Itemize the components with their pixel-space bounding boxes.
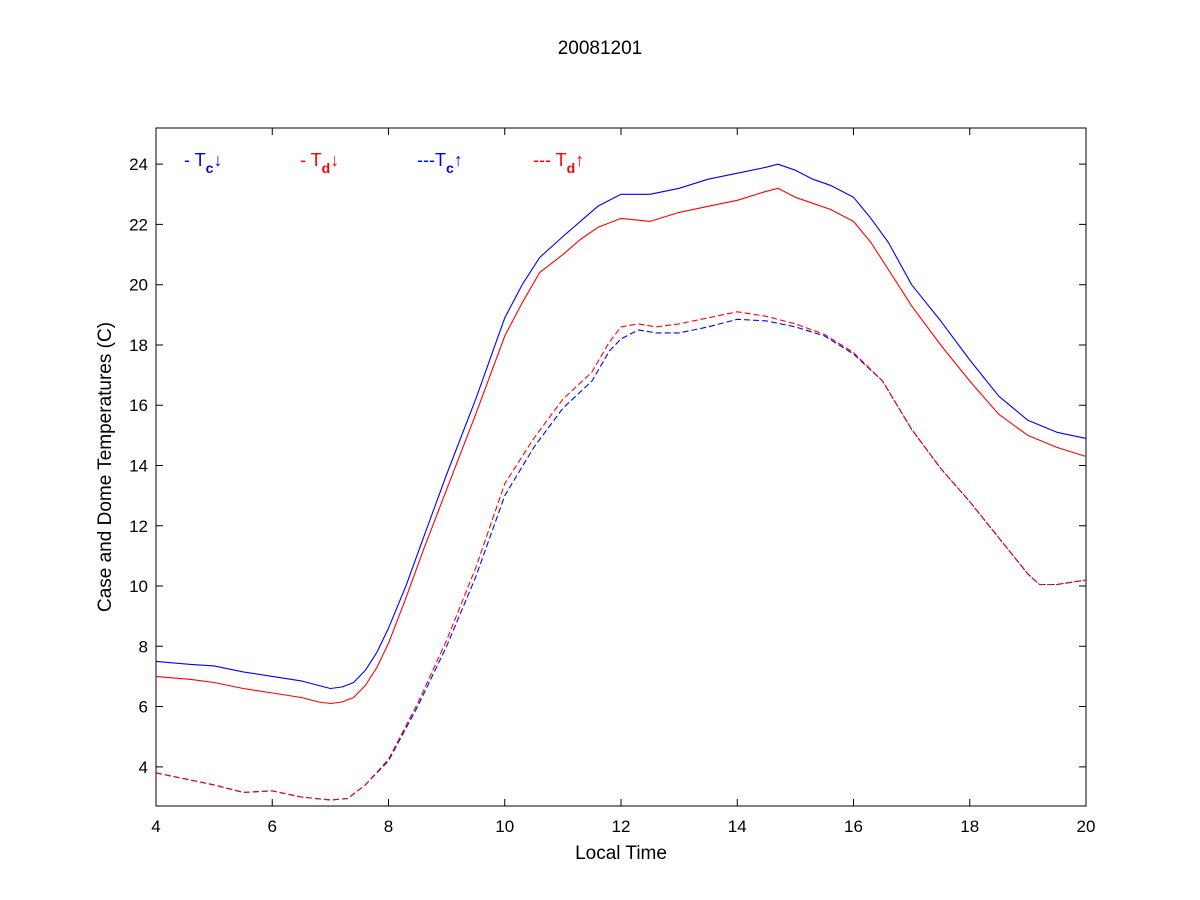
y-tick-label: 6 bbox=[139, 698, 148, 717]
y-tick-label: 8 bbox=[139, 637, 148, 656]
series-line-td-down bbox=[155, 187, 1087, 705]
axes-layer: 4 6 8 10 12 14 16 18 20 4 6 8 10 12 14 16 18 20 22 24 bbox=[129, 128, 1095, 836]
y-tick-label: 22 bbox=[129, 215, 148, 234]
x-tick-label: 20 bbox=[1077, 817, 1096, 836]
x-tick-label: 16 bbox=[844, 817, 863, 836]
x-tick-label: 6 bbox=[268, 817, 277, 836]
chart-title: 20081201 bbox=[558, 38, 643, 59]
x-tick-label: 18 bbox=[960, 817, 979, 836]
legend: - Tc↓ - Td↓ ---Tc↑ --- Td↑ bbox=[184, 150, 584, 176]
legend-entry-td-down: - Td↓ bbox=[300, 150, 339, 176]
legend-entry-td-up: --- Td↑ bbox=[533, 150, 584, 176]
series-line-tc-down bbox=[155, 163, 1087, 690]
y-tick-label: 16 bbox=[129, 396, 148, 415]
series-line-td-up bbox=[155, 311, 1087, 801]
legend-entry-tc-down: - Tc↓ bbox=[184, 150, 222, 176]
x-tick-label: 14 bbox=[728, 817, 747, 836]
x-axis-label: Local Time bbox=[575, 843, 667, 864]
x-tick-label: 12 bbox=[612, 817, 631, 836]
x-tick-label: 4 bbox=[151, 817, 160, 836]
y-tick-label: 20 bbox=[129, 276, 148, 295]
x-tick-label: 10 bbox=[495, 817, 514, 836]
y-tick-label: 10 bbox=[129, 577, 148, 596]
y-tick-label: 12 bbox=[129, 517, 148, 536]
y-tick-label: 14 bbox=[129, 456, 148, 475]
plot-area bbox=[155, 127, 1087, 807]
legend-entry-tc-up: ---Tc↑ bbox=[417, 150, 463, 176]
y-tick-label: 24 bbox=[129, 155, 148, 174]
series-layer bbox=[155, 163, 1087, 801]
y-tick-label: 4 bbox=[139, 758, 148, 777]
x-tick-label: 8 bbox=[384, 817, 393, 836]
y-axis-label: Case and Dome Temperatures (C) bbox=[95, 322, 116, 612]
y-tick-label: 18 bbox=[129, 336, 148, 355]
